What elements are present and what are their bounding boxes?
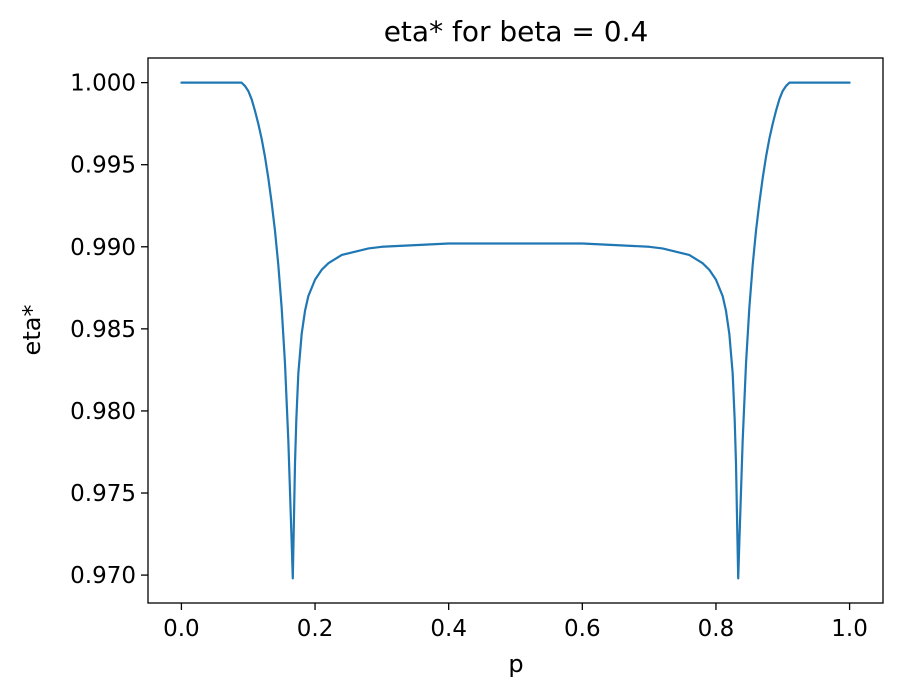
- series-line: [180, 81, 851, 580]
- x-tick-label: 0.6: [564, 616, 601, 642]
- x-axis-title: p: [508, 650, 523, 678]
- x-axis: 0.0 0.2 0.4 0.6 0.8 1.0: [163, 603, 868, 642]
- x-tick-label: 0.0: [163, 616, 200, 642]
- plot-frame: [147, 57, 884, 604]
- chart-title: eta* for beta = 0.4: [384, 15, 649, 48]
- y-tick-label: 0.980: [70, 399, 136, 425]
- y-axis-title: eta*: [18, 305, 46, 356]
- y-tick-label: 0.990: [70, 235, 136, 261]
- x-tick-label: 0.4: [430, 616, 467, 642]
- x-tick-label: 0.8: [698, 616, 735, 642]
- plot-area: [180, 81, 851, 580]
- y-tick-label: 0.995: [70, 153, 136, 179]
- y-tick-label: 0.970: [70, 563, 136, 589]
- y-tick-label: 1.000: [70, 71, 136, 97]
- y-tick-label: 0.985: [70, 317, 136, 343]
- x-tick-label: 1.0: [831, 616, 868, 642]
- y-tick-label: 0.975: [70, 481, 136, 507]
- x-tick-label: 0.2: [297, 616, 334, 642]
- y-axis: 0.970 0.975 0.980 0.985 0.990 0.995 1.000: [70, 71, 148, 589]
